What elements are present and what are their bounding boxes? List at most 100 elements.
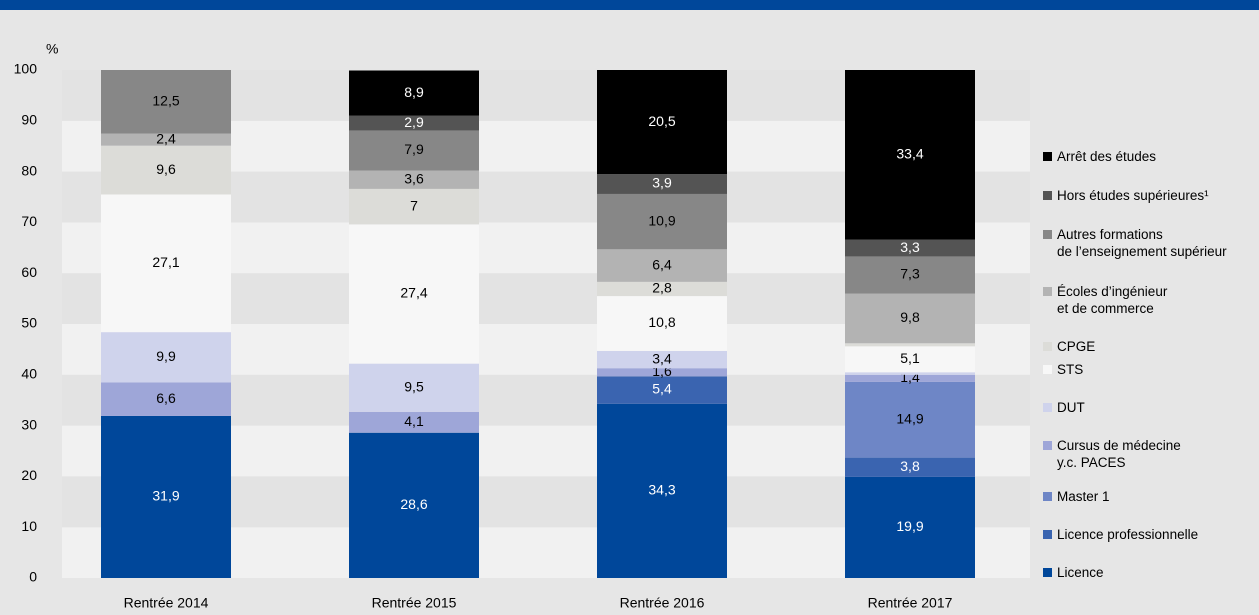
bar-segment <box>349 188 479 225</box>
legend-item: STS <box>1043 361 1083 378</box>
y-axis-label: % <box>46 41 58 57</box>
legend-label: Arrêt des études <box>1057 149 1157 164</box>
bar-segment <box>597 281 727 297</box>
data-label: 3,8 <box>900 458 920 474</box>
legend-swatch <box>1043 441 1052 450</box>
bar-segment <box>845 372 975 375</box>
data-label: 6,4 <box>652 256 672 272</box>
legend-label: Licence professionnelle <box>1057 527 1199 542</box>
legend-item: Hors études supérieures¹ <box>1043 187 1209 204</box>
legend-label: Cursus de médecine y.c. PACES <box>1057 438 1181 470</box>
data-label: 3,6 <box>404 170 424 186</box>
data-label: 7,9 <box>404 141 424 157</box>
bar-segment <box>349 363 479 412</box>
data-label: 2,8 <box>652 280 672 296</box>
data-label: 3,4 <box>652 350 672 366</box>
bar-segment <box>597 70 727 175</box>
legend-label: Écoles d’ingénieur et de commerce <box>1057 284 1168 316</box>
data-label: 20,5 <box>648 113 675 129</box>
legend-item: Cursus de médecine y.c. PACES <box>1043 437 1181 471</box>
y-tick-label: 20 <box>21 467 37 483</box>
bar-segment <box>597 249 727 282</box>
bar-segment <box>845 381 975 458</box>
data-label: 14,9 <box>896 410 923 426</box>
bar-segment <box>845 239 975 257</box>
bar-segment <box>597 296 727 351</box>
bar-segment <box>101 133 231 146</box>
bar-segment <box>845 343 975 347</box>
bar-segment <box>101 70 231 134</box>
legend-item: Master 1 <box>1043 488 1110 505</box>
legend-swatch <box>1043 152 1052 161</box>
legend-swatch <box>1043 530 1052 539</box>
data-label: 9,5 <box>404 378 424 394</box>
legend-item: Écoles d’ingénieur et de commerce <box>1043 283 1167 317</box>
bar-segment <box>597 403 727 578</box>
header-bar <box>0 0 1259 10</box>
y-tick-label: 100 <box>14 61 38 77</box>
bar-segment <box>349 70 479 116</box>
data-label: 27,1 <box>152 254 179 270</box>
data-label: 9,8 <box>900 309 920 325</box>
data-label: 31,9 <box>152 488 179 504</box>
legend-label: Hors études supérieures¹ <box>1057 188 1209 203</box>
x-tick-label: Rentrée 2017 <box>868 595 953 611</box>
legend-item: CPGE <box>1043 338 1095 355</box>
legend-swatch <box>1043 492 1052 501</box>
legend-swatch <box>1043 230 1052 239</box>
legend-swatch <box>1043 287 1052 296</box>
legend-label: Autres formations de l’enseignement supé… <box>1057 227 1227 259</box>
y-tick-label: 90 <box>21 112 37 128</box>
data-label: 3,9 <box>652 175 672 191</box>
legend-item: Licence <box>1043 564 1104 581</box>
bar-segment <box>349 170 479 189</box>
bar-segment <box>101 145 231 195</box>
bar-segment <box>845 457 975 477</box>
bar-segment <box>349 432 479 578</box>
y-tick-label: 80 <box>21 162 37 178</box>
x-tick-label: Rentrée 2015 <box>372 595 457 611</box>
y-tick-label: 60 <box>21 264 37 280</box>
bar-segment <box>349 115 479 131</box>
bar-segment <box>845 293 975 344</box>
legend-label: DUT <box>1057 400 1085 415</box>
data-label: 27,4 <box>400 285 427 301</box>
bar-segment <box>101 332 231 383</box>
data-label: 5,1 <box>900 350 920 366</box>
bar-segment <box>845 374 975 382</box>
legend-swatch <box>1043 342 1052 351</box>
bar-segment <box>845 256 975 294</box>
data-label: 7,3 <box>900 266 920 282</box>
legend-label: Licence <box>1057 565 1104 580</box>
data-label: 3,3 <box>900 239 920 255</box>
data-label: 10,8 <box>648 314 675 330</box>
legend-swatch <box>1043 365 1052 374</box>
bar-segment <box>845 70 975 240</box>
data-label: 34,3 <box>648 482 675 498</box>
legend-swatch <box>1043 403 1052 412</box>
data-label: 7 <box>410 197 418 213</box>
y-tick-label: 0 <box>29 569 37 585</box>
legend-swatch <box>1043 191 1052 200</box>
bar-segment <box>597 174 727 194</box>
legend-label: CPGE <box>1057 339 1096 354</box>
bar-segment <box>349 411 479 433</box>
y-tick-label: 40 <box>21 366 37 382</box>
y-tick-label: 70 <box>21 213 37 229</box>
x-tick-label: Rentrée 2016 <box>620 595 705 611</box>
x-tick-label: Rentrée 2014 <box>124 595 209 611</box>
bar-segment <box>101 194 231 333</box>
legend: Arrêt des études Hors études supérieures¹… <box>1043 0 1259 615</box>
y-tick-label: 10 <box>21 518 37 534</box>
bar-segment <box>597 350 727 369</box>
data-label: 19,9 <box>896 518 923 534</box>
legend-item: Arrêt des études <box>1043 148 1156 165</box>
bar-segment <box>349 224 479 364</box>
legend-swatch <box>1043 568 1052 577</box>
bar-segment <box>101 415 231 578</box>
data-label: 12,5 <box>152 92 179 108</box>
y-tick-label: 30 <box>21 416 37 432</box>
data-label: 5,4 <box>652 381 672 397</box>
